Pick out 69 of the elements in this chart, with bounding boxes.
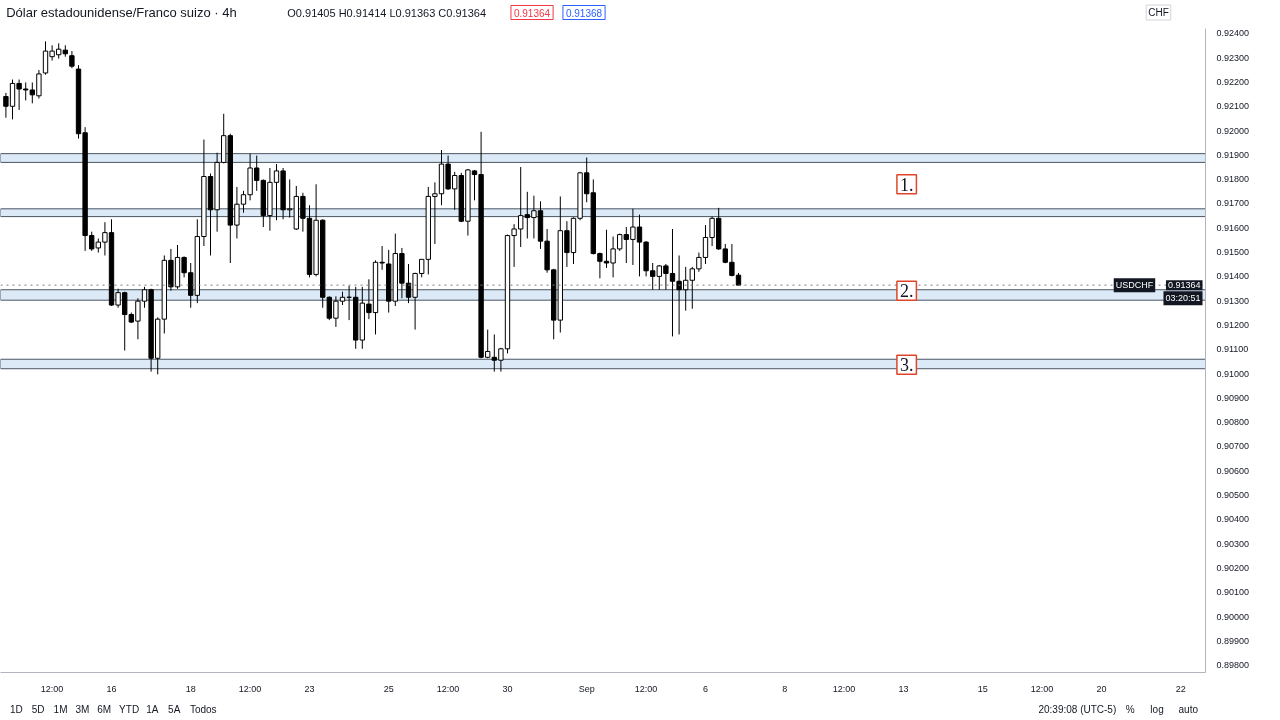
annotation: 03:20:51 [1165, 293, 1201, 304]
y-tick-label: 0.90800 [1216, 417, 1250, 428]
y-tick-label: 0.91300 [1216, 295, 1250, 306]
y-tick-label: 0.92400 [1216, 28, 1250, 39]
y-tick-label: 0.91500 [1216, 247, 1250, 258]
y-tick-label: 0.90100 [1216, 587, 1250, 598]
x-tick-label: Sep [578, 683, 595, 694]
x-tick-label: 13 [898, 683, 909, 694]
y-tick-label: 0.90900 [1216, 392, 1250, 403]
x-tick-label: 8 [782, 683, 788, 694]
x-tick-label: 23 [304, 683, 315, 694]
annotation: 2. [899, 281, 914, 302]
y-tick-label: 0.89800 [1216, 660, 1250, 671]
y-tick-label: 0.92300 [1216, 52, 1250, 63]
y-tick-label: 0.90300 [1216, 538, 1250, 549]
y-tick-label: 0.90600 [1216, 465, 1250, 476]
annotation: 3. [899, 355, 914, 376]
ref-line-label: USDCHF [1115, 280, 1154, 291]
y-tick-label: 0.91400 [1216, 271, 1250, 282]
y-tick-label: 0.90200 [1216, 563, 1250, 573]
y-tick-label: 0.91600 [1216, 222, 1250, 233]
x-tick-label: 12:00 [1030, 683, 1054, 694]
annotation: 0.91364 [1167, 280, 1201, 291]
y-tick-label: 0.90400 [1216, 514, 1250, 525]
text: Todos [189, 704, 217, 715]
y-tick-label: 0.92100 [1216, 101, 1250, 112]
y-tick-label: 0.91900 [1216, 149, 1250, 160]
text: YTD [119, 704, 140, 715]
text: auto [1178, 704, 1199, 715]
x-tick-label: 12:00 [634, 683, 658, 694]
y-tick-label: 0.91800 [1216, 174, 1250, 185]
y-tick-label: 0.90700 [1216, 441, 1250, 452]
x-tick-label: 12:00 [40, 683, 64, 694]
x-tick-label: 30 [502, 683, 513, 694]
text: 5D [31, 704, 45, 715]
text: 6M [97, 704, 112, 715]
text: % [1125, 704, 1135, 715]
y-tick-label: 0.92000 [1216, 125, 1250, 136]
x-tick-label: 6 [702, 683, 709, 694]
text: 1A [146, 704, 159, 715]
text: 20:39:08 (UTC-5) [1038, 704, 1117, 715]
text: log [1150, 704, 1164, 715]
x-tick-label: 12:00 [238, 683, 262, 694]
text: 1M [53, 704, 68, 715]
text: 5A [168, 704, 181, 715]
y-tick-label: 0.92200 [1216, 76, 1250, 87]
y-tick-label: 0.91200 [1216, 319, 1250, 330]
x-tick-label: 12:00 [832, 683, 856, 694]
x-tick-label: 15 [977, 683, 988, 694]
y-tick-label: 0.90500 [1216, 490, 1250, 501]
chart-subtitle: O0.91405 H0.91414 L0.91363 C0.91364 [287, 6, 487, 19]
x-tick-label: 16 [106, 683, 117, 694]
y-tick-label: 0.89900 [1216, 635, 1250, 646]
text: 0.91368 [565, 7, 603, 19]
x-tick-label: 12:00 [436, 683, 460, 694]
y-axis-title: CHF [1148, 7, 1169, 18]
text: 0.91364 [513, 7, 551, 19]
x-tick-label: 20 [1096, 683, 1107, 694]
y-tick-label: 0.91700 [1216, 198, 1250, 209]
y-tick-label: 0.91100 [1216, 344, 1249, 355]
chart-title: Dólar estadounidense/Franco suizo · 4h [6, 5, 237, 20]
x-tick-label: 25 [383, 683, 394, 694]
x-tick-label: 22 [1175, 683, 1186, 694]
text: 1D [9, 704, 23, 715]
y-tick-label: 0.90000 [1216, 611, 1250, 622]
text: 3M [75, 704, 90, 715]
annotation: 1. [899, 174, 914, 195]
x-tick-label: 18 [185, 683, 196, 694]
y-tick-label: 0.91000 [1216, 368, 1250, 379]
